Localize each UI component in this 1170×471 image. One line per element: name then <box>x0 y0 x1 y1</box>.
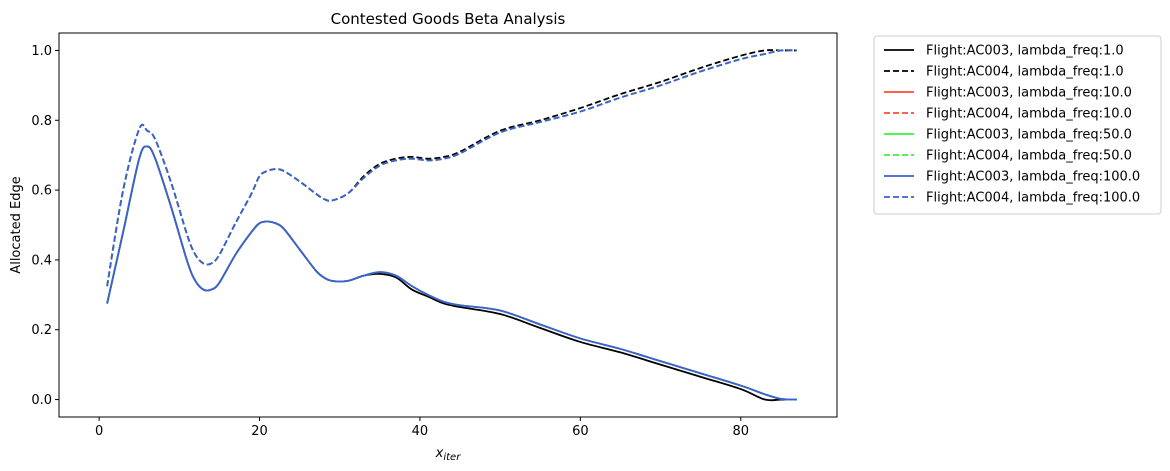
legend: Flight:AC003, lambda_freq:1.0 Flight:AC00… <box>873 35 1162 215</box>
series-line-4 <box>106 49 797 287</box>
series-line-6 <box>106 49 797 287</box>
legend-label-5: Flight:AC003, lambda_freq:50.0 <box>926 128 1132 143</box>
legend-box <box>873 35 1162 215</box>
y-tick-label: 0.8 <box>31 114 52 129</box>
series-line-3 <box>106 145 797 401</box>
series-line-2 <box>106 49 797 287</box>
series-line-8 <box>106 49 797 287</box>
x-axis-label: xiter <box>435 446 462 463</box>
x-axis-ticks: 0 20 40 60 80 <box>95 417 749 439</box>
y-tick-label: 1.0 <box>31 44 52 59</box>
legend-label-1: Flight:AC003, lambda_freq:1.0 <box>926 44 1124 59</box>
series-line-1 <box>106 145 797 402</box>
x-tick-label: 40 <box>412 424 429 439</box>
legend-entries: Flight:AC003, lambda_freq:1.0 Flight:AC00… <box>884 44 1140 206</box>
series-line-7 <box>106 145 797 401</box>
legend-label-8: Flight:AC004, lambda_freq:100.0 <box>926 191 1140 206</box>
plot-frame <box>58 32 838 418</box>
y-tick-label: 0.6 <box>31 184 52 199</box>
chart-title: Contested Goods Beta Analysis <box>331 10 566 28</box>
x-tick-label: 80 <box>732 424 749 439</box>
y-axis-label: Allocated Edge <box>9 176 24 273</box>
y-tick-label: 0.4 <box>31 253 52 268</box>
x-tick-label: 60 <box>572 424 589 439</box>
legend-label-4: Flight:AC004, lambda_freq:10.0 <box>926 107 1132 122</box>
y-tick-label: 0.2 <box>31 323 52 338</box>
legend-label-2: Flight:AC004, lambda_freq:1.0 <box>926 65 1124 80</box>
legend-label-6: Flight:AC004, lambda_freq:50.0 <box>926 149 1132 164</box>
series-line-5 <box>106 145 797 401</box>
legend-label-3: Flight:AC003, lambda_freq:10.0 <box>926 86 1132 101</box>
legend-label-7: Flight:AC003, lambda_freq:100.0 <box>926 170 1140 185</box>
series-layer <box>106 49 797 402</box>
x-tick-label: 0 <box>95 424 103 439</box>
y-axis-ticks: 0.0 0.2 0.4 0.6 0.8 1.0 <box>31 44 59 408</box>
x-tick-label: 20 <box>251 424 268 439</box>
y-tick-label: 0.0 <box>31 393 52 408</box>
